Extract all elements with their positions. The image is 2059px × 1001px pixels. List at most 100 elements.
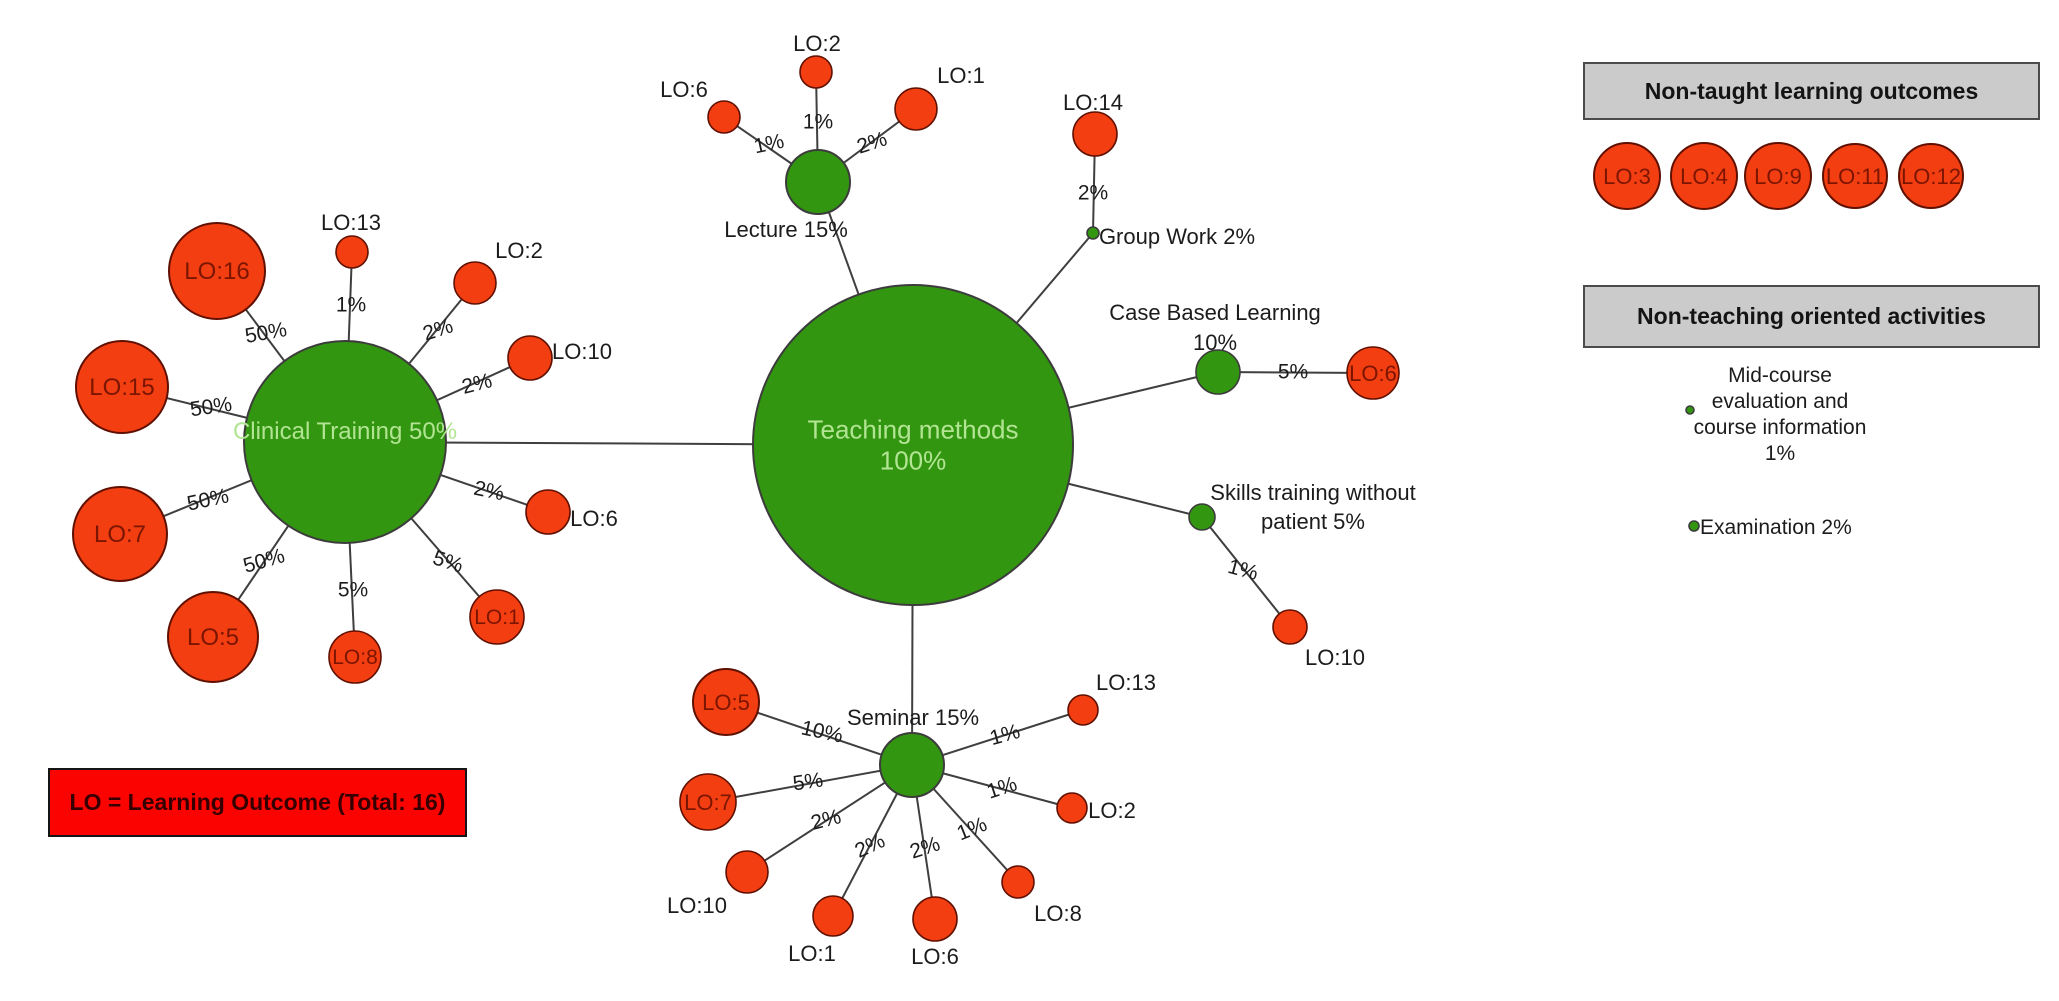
node-lo11n-circle — [1822, 143, 1888, 209]
node-lo9n-label: LO:9 — [1754, 164, 1802, 189]
node-clinical-label: Clinical Training 50% — [233, 418, 457, 445]
node-lo16-circle — [168, 222, 266, 320]
node-lo6s-circle — [912, 896, 958, 942]
lo-definition-text: LO = Learning Outcome (Total: 16) — [69, 789, 446, 815]
edge-skills-lo10sk — [1201, 516, 1291, 628]
node-lo2c-label: LO:2 — [495, 238, 543, 263]
node-lo3n-label: LO:3 — [1603, 164, 1651, 189]
node-lo2s-circle — [1056, 792, 1088, 824]
node-midcourse-label: Mid-course evaluation and course informati… — [1694, 364, 1867, 465]
node-lo10sk-label: LO:10 — [1305, 645, 1365, 670]
edge-label-clinical-lo10c: 2% — [459, 369, 494, 399]
edge-label-seminar-lo2s: 1% — [984, 772, 1020, 803]
node-lo10c-label: LO:10 — [552, 339, 612, 364]
node-lo5s-circle — [692, 668, 760, 736]
edge-label-clinical-lo7c: 50% — [185, 484, 231, 515]
edge-label-lecture-lo2l: 1% — [803, 111, 833, 134]
node-lo1s-label: LO:1 — [788, 941, 836, 966]
node-lo6l-circle — [707, 100, 741, 134]
node-lo5c-label: LO:5 — [187, 624, 239, 651]
node-lo4n-label: LO:4 — [1680, 164, 1728, 189]
node-lo5c-circle — [167, 591, 259, 683]
node-lo1s-circle — [812, 895, 854, 937]
node-lo4n-circle — [1670, 142, 1738, 210]
node-lo1c-label: LO:1 — [474, 606, 520, 629]
node-lo2c-circle — [453, 261, 497, 305]
node-teaching-circle — [752, 284, 1074, 606]
node-cbl-label: Case Based Learning 10% — [1109, 300, 1321, 355]
edge-label-clinical-lo15: 50% — [189, 393, 234, 422]
node-exam-circle — [1688, 520, 1700, 532]
node-skills-circle — [1188, 503, 1216, 531]
node-lo15-label: LO:15 — [89, 374, 154, 401]
edge-label-clinical-lo5c: 50% — [241, 544, 288, 578]
node-lo2l-circle — [799, 55, 833, 89]
node-lo11n-label: LO:11 — [1826, 164, 1884, 189]
node-lo8s-label: LO:8 — [1034, 901, 1082, 926]
node-lo14-circle — [1072, 111, 1118, 157]
node-lo7c-label: LO:7 — [94, 521, 146, 548]
edge-label-groupwork-lo14: 2% — [1078, 182, 1108, 205]
node-lo16-label: LO:16 — [184, 258, 249, 285]
edge-label-seminar-lo1s: 2% — [851, 829, 888, 863]
node-lo2l-label: LO:2 — [793, 31, 841, 56]
node-lo6c-circle — [525, 489, 571, 535]
edge-label-seminar-lo13s: 1% — [987, 720, 1022, 750]
node-lo13s-label: LO:13 — [1096, 670, 1156, 695]
edge-label-lecture-lo6l: 1% — [752, 130, 786, 159]
non-teaching-activities-title: Non-teaching oriented activities — [1637, 303, 1986, 329]
node-lo14-label: LO:14 — [1063, 90, 1123, 115]
edge-seminar-lo7s — [707, 764, 913, 803]
node-lo7s-circle — [679, 773, 737, 831]
node-groupwork-circle — [1086, 226, 1100, 240]
node-lo6cbl-circle — [1346, 346, 1400, 400]
node-lo7s-label: LO:7 — [684, 790, 732, 815]
node-skills-label: Skills training without patient 5% — [1210, 480, 1415, 534]
node-lo13s-circle — [1067, 694, 1099, 726]
node-lo12n-circle — [1898, 143, 1964, 209]
edge-label-clinical-lo2c: 2% — [420, 314, 456, 345]
node-lo10c-circle — [507, 335, 553, 381]
non-taught-outcomes-header: Non-taught learning outcomes — [1583, 62, 2040, 120]
node-lo10sk-circle — [1272, 609, 1308, 645]
edge-label-clinical-lo8c: 5% — [338, 579, 368, 602]
node-lo10s-circle — [725, 850, 769, 894]
node-lo1l-label: LO:1 — [937, 63, 985, 88]
node-lo2s-label: LO:2 — [1088, 798, 1136, 823]
edge-label-cbl-lo6cbl: 5% — [1278, 361, 1308, 384]
node-teaching-label: Teaching methods 100% — [807, 415, 1018, 476]
node-lo13c-circle — [335, 235, 369, 269]
node-clinical-circle — [243, 340, 447, 544]
node-lecture-circle — [785, 149, 851, 215]
edge-label-seminar-lo6s: 2% — [907, 832, 943, 863]
edge-label-seminar-lo7s: 5% — [791, 768, 824, 795]
edge-label-clinical-lo13c: 1% — [336, 294, 366, 317]
non-taught-outcomes-title: Non-taught learning outcomes — [1644, 77, 1979, 104]
node-lo8s-circle — [1001, 865, 1035, 899]
lo-definition-note: LO = Learning Outcome (Total: 16) — [48, 768, 467, 837]
node-lo10s-label: LO:10 — [667, 893, 727, 918]
node-groupwork-label: Group Work 2% — [1099, 224, 1255, 249]
edge-label-skills-lo10sk: 1% — [1225, 555, 1260, 585]
node-exam-label: Examination 2% — [1700, 516, 1852, 539]
node-lo1c-circle — [469, 589, 525, 645]
node-lo6l-label: LO:6 — [660, 77, 708, 102]
node-lo9n-circle — [1744, 142, 1812, 210]
edge-label-clinical-lo1c: 5% — [430, 546, 466, 577]
node-lo1l-circle — [894, 87, 938, 131]
node-lo7c-circle — [72, 486, 168, 582]
node-seminar-circle — [879, 732, 945, 798]
edge-label-seminar-lo10s: 2% — [808, 805, 843, 835]
node-cbl-circle — [1195, 349, 1241, 395]
node-lo12n-label: LO:12 — [1901, 164, 1961, 189]
node-lo8c-circle — [328, 630, 382, 684]
node-midcourse-circle — [1685, 405, 1695, 415]
edge-label-clinical-lo16: 50% — [243, 318, 288, 348]
node-lo13c-label: LO:13 — [321, 210, 381, 235]
node-lo6s-label: LO:6 — [911, 944, 959, 969]
node-lo15-circle — [75, 340, 169, 434]
node-seminar-label: Seminar 15% — [847, 705, 979, 730]
edge-label-clinical-lo6c: 2% — [472, 477, 506, 506]
